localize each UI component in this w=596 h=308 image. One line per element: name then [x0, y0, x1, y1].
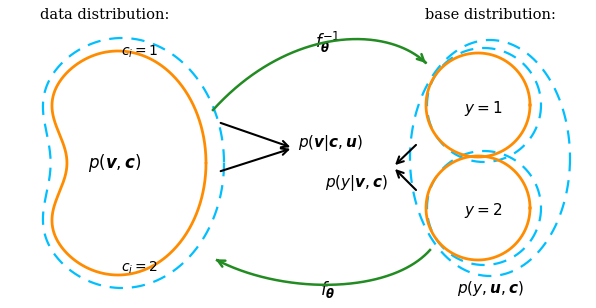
Text: $p(\boldsymbol{v}, \boldsymbol{c})$: $p(\boldsymbol{v}, \boldsymbol{c})$ — [88, 152, 142, 174]
Text: $c_i = 2$: $c_i = 2$ — [122, 260, 159, 276]
Text: $y = 1$: $y = 1$ — [464, 99, 502, 117]
Text: base distribution:: base distribution: — [424, 8, 555, 22]
Text: $f_{\boldsymbol{\theta}}^{-1}$: $f_{\boldsymbol{\theta}}^{-1}$ — [315, 30, 341, 55]
Text: $p(\boldsymbol{v}|\boldsymbol{c}, \boldsymbol{u})$: $p(\boldsymbol{v}|\boldsymbol{c}, \bolds… — [298, 133, 363, 153]
Text: $c_i = 1$: $c_i = 1$ — [122, 44, 159, 60]
Text: $p(y|\boldsymbol{v}, \boldsymbol{c})$: $p(y|\boldsymbol{v}, \boldsymbol{c})$ — [325, 173, 388, 193]
Text: data distribution:: data distribution: — [41, 8, 170, 22]
Text: $y = 2$: $y = 2$ — [464, 201, 502, 221]
Text: $p(y, \boldsymbol{u}, \boldsymbol{c})$: $p(y, \boldsymbol{u}, \boldsymbol{c})$ — [457, 279, 523, 298]
Text: $f_{\boldsymbol{\theta}}$: $f_{\boldsymbol{\theta}}$ — [320, 279, 336, 301]
